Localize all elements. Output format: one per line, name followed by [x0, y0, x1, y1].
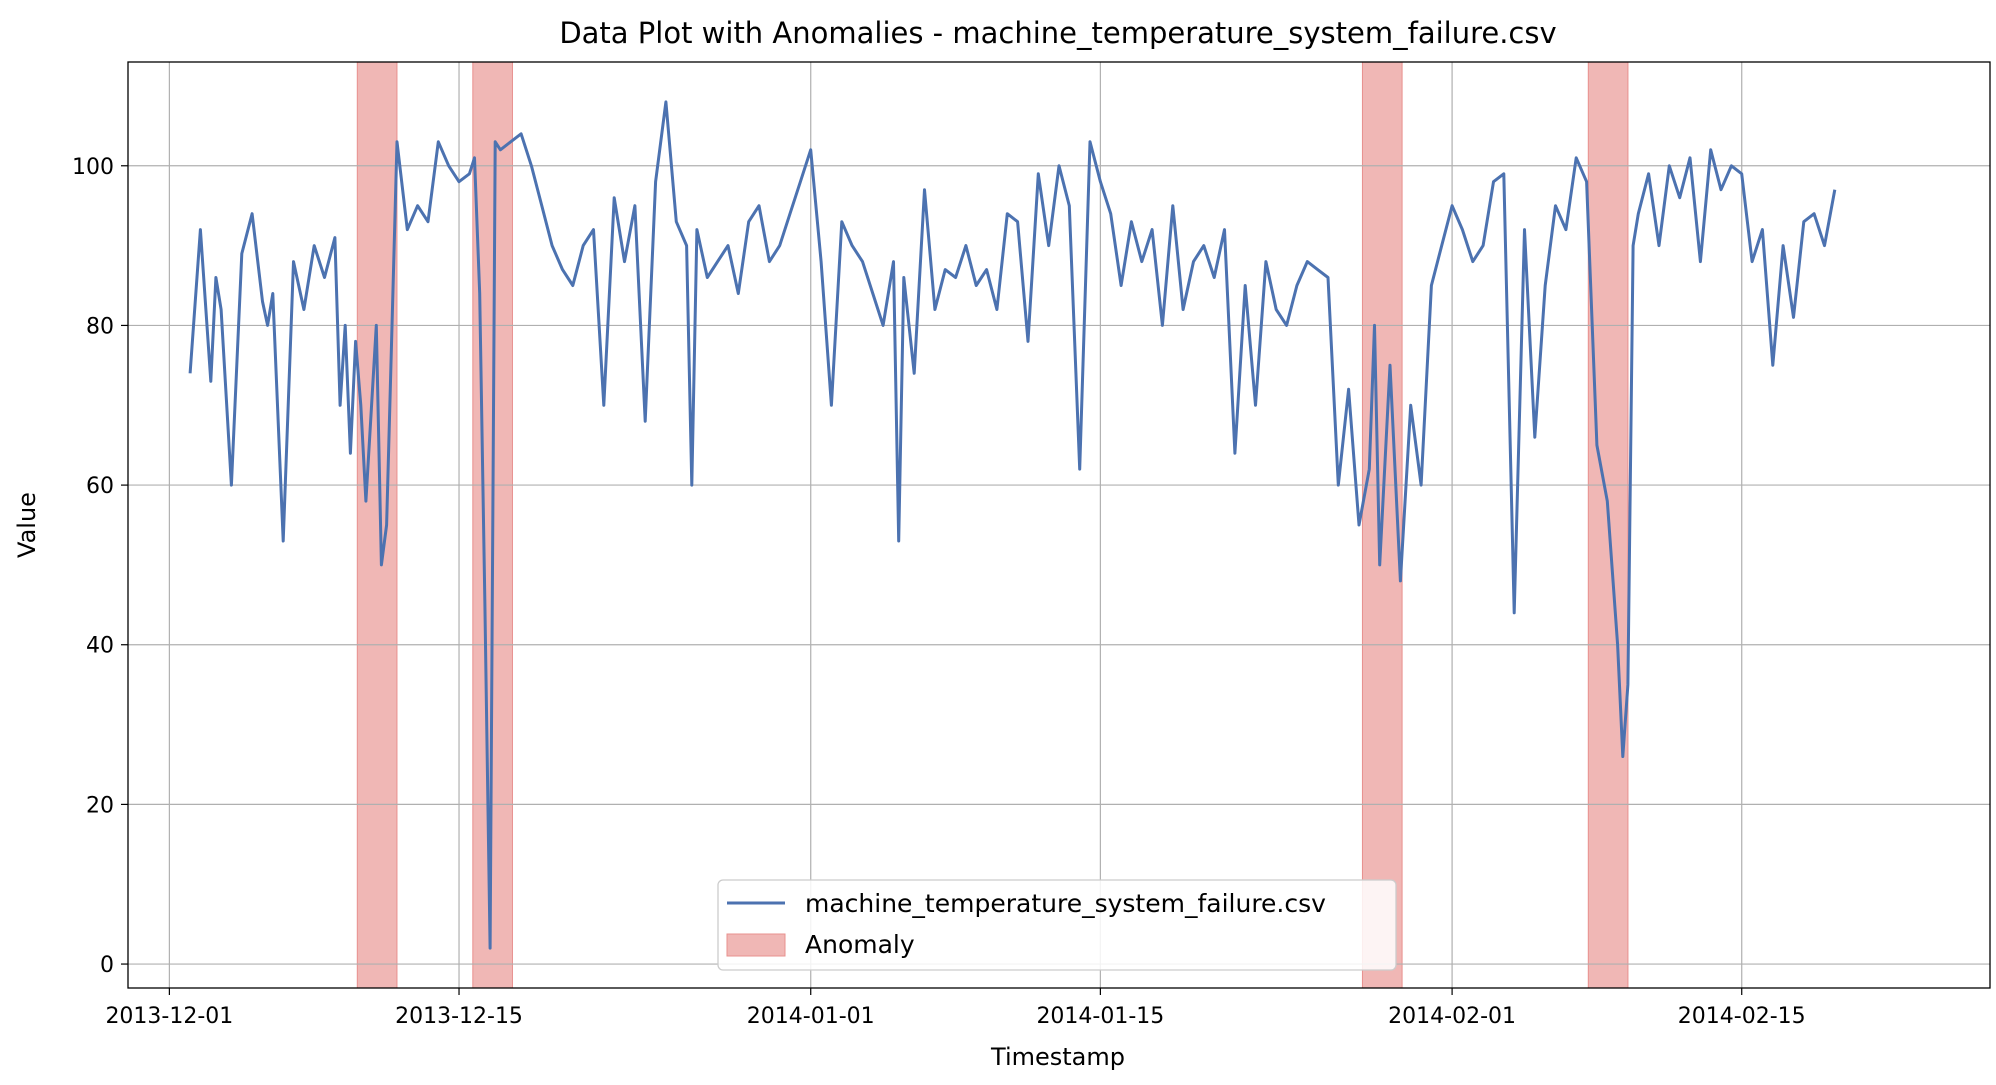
x-tick-label-2: 2013-12-15 [395, 1004, 523, 1029]
chart-title: Data Plot with Anomalies - machine_tempe… [559, 16, 1556, 50]
legend-entry-series: machine_temperature_system_failure.csv [805, 889, 1326, 918]
legend-anomaly-swatch [726, 933, 786, 957]
y-tick-label-6: 100 [72, 155, 114, 180]
y-tick-label-1: 0 [100, 953, 114, 978]
x-tick-label-1: 2013-12-01 [105, 1004, 233, 1029]
x-tick-label-4: 2014-01-15 [1036, 1004, 1164, 1029]
y-tick-label-5: 80 [86, 314, 114, 339]
x-axis-ticks: 2013-12-01 2013-12-15 2014-01-01 2014-01-15… [105, 988, 1806, 1029]
x-tick-label-3: 2014-01-01 [747, 1004, 875, 1029]
legend-box [717, 879, 1397, 971]
legend: machine_temperature_system_failure.csv A… [717, 879, 1397, 971]
x-tick-label-5: 2014-02-01 [1388, 1004, 1516, 1029]
series-layer [188, 100, 1837, 950]
anomaly-span-1 [356, 61, 398, 989]
y-tick-label-4: 60 [86, 474, 114, 499]
plot-area [127, 61, 1991, 989]
y-axis-ticks: 0 20 40 60 80 100 [72, 155, 128, 978]
grid-layer [128, 62, 1990, 988]
legend-entry-anomaly: Anomaly [805, 930, 915, 959]
series-line-1 [188, 100, 1837, 950]
x-axis-label: Timestamp [990, 1043, 1125, 1071]
y-tick-label-2: 20 [86, 793, 114, 818]
y-axis-label: Value [13, 492, 41, 558]
plot-background [128, 62, 1990, 988]
plot-frame [127, 61, 1991, 989]
x-tick-label-6: 2014-02-15 [1678, 1004, 1806, 1029]
y-tick-label-3: 40 [86, 634, 114, 659]
